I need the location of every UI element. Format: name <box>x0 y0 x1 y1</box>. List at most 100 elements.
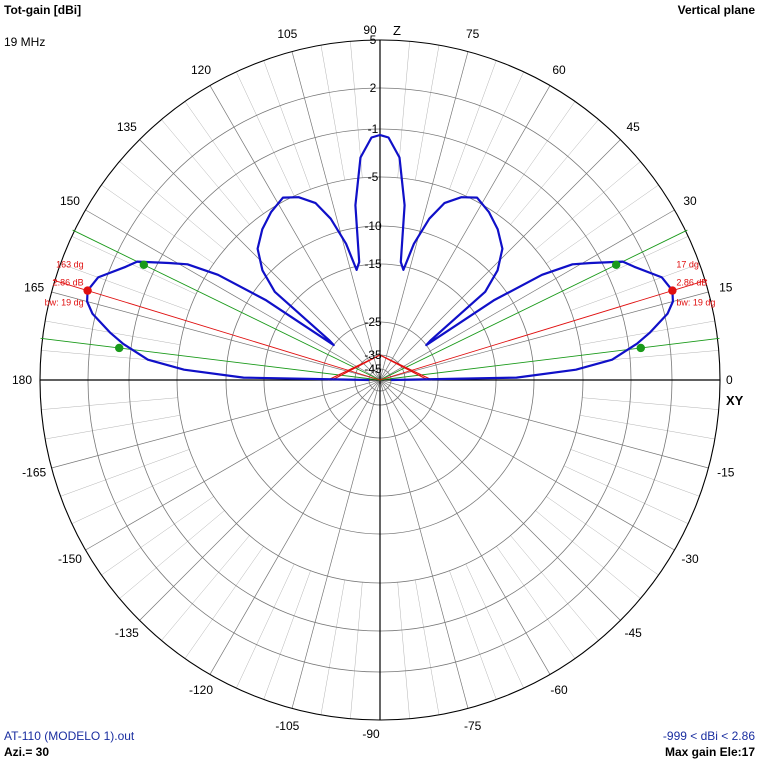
angle-tick-label: 135 <box>117 120 137 134</box>
scale-triangle-right <box>379 354 433 381</box>
max-gain-point <box>668 286 677 295</box>
frequency-label: 19 MHz <box>4 35 46 49</box>
max-gain-annotation: bw: 19 dg <box>676 298 715 308</box>
grid-fine-spoke <box>71 236 197 295</box>
angle-tick-label: -30 <box>681 552 699 566</box>
pattern-curve <box>85 133 675 382</box>
grid-fine-spoke <box>582 397 719 410</box>
grid-fine-spoke <box>41 397 178 410</box>
pattern-markers: 17 dg 2.86 dB bw: 19 dg 163 dg 2.86 dB bw: 19… <box>45 260 715 353</box>
ring-value-label: -15 <box>364 257 382 271</box>
max-gain-point <box>83 286 92 295</box>
radiation-pattern <box>85 133 675 382</box>
grid-fine-spoke <box>161 535 250 641</box>
max-gain-label: Max gain Ele:17 <box>664 745 755 759</box>
grid-fine-spoke <box>496 546 576 659</box>
angle-tick-label: 75 <box>466 27 480 41</box>
grid-fine-spoke <box>45 320 181 345</box>
grid-fine-spoke <box>415 45 440 181</box>
azimuth-label: Azi.= 30 <box>4 745 50 759</box>
max-gain-annotation: 2.86 dB <box>53 278 84 288</box>
angle-tick-label: -60 <box>550 683 568 697</box>
max-gain-annotation: 163 dg <box>56 260 84 270</box>
grid-fine-spoke <box>579 415 715 440</box>
beamwidth-line <box>379 229 688 381</box>
ring-value-label: -10 <box>364 219 382 233</box>
grid-fine-spoke <box>60 449 190 497</box>
chart-title: Tot-gain [dBi] <box>4 3 82 17</box>
plane-label: Vertical plane <box>677 3 755 17</box>
grid-fine-spoke <box>397 582 410 719</box>
grid-fine-spoke <box>563 236 689 295</box>
grid-fine-spoke <box>465 71 524 197</box>
angle-tick-label: 60 <box>552 63 566 77</box>
grid-fine-spoke <box>535 510 641 599</box>
beamwidth-point <box>115 343 124 353</box>
angle-tick-label: -15 <box>717 466 735 480</box>
beamwidth-guides <box>40 229 720 381</box>
angle-tick-label: -165 <box>22 466 46 480</box>
grid-fine-spoke <box>320 579 345 715</box>
beamwidth-line <box>72 229 381 381</box>
max-gain-annotation: bw: 19 dg <box>45 298 84 308</box>
beamwidth-line <box>40 337 381 381</box>
beamwidth-point <box>636 343 645 353</box>
grid-fine-spoke <box>320 45 345 181</box>
beamwidth-line <box>379 337 720 381</box>
ring-value-label: -35 <box>364 348 382 362</box>
grid-fine-spoke <box>570 449 700 497</box>
grid-fine-spoke <box>582 350 719 363</box>
grid-fine-spoke <box>60 263 190 311</box>
grid-fine-spoke <box>161 119 250 225</box>
grid-fine-spoke <box>415 579 440 715</box>
angle-tick-label: 15 <box>719 280 733 294</box>
ring-value-label: 2 <box>370 81 377 95</box>
angle-tick-label: -135 <box>115 626 139 640</box>
max-gain-annotation: 17 dg <box>676 260 699 270</box>
grid-fine-spoke <box>397 41 410 178</box>
angle-tick-label: 165 <box>24 280 44 294</box>
angle-tick-label: 45 <box>626 120 640 134</box>
grid-fine-spoke <box>119 161 225 250</box>
grid-fine-spoke <box>350 582 363 719</box>
grid-fine-spoke <box>263 60 311 190</box>
angle-tick-label: 0 <box>726 373 733 387</box>
angle-tick-label: -75 <box>464 719 482 733</box>
grid-fine-spoke <box>101 184 214 264</box>
ring-value-label: 5 <box>370 33 377 47</box>
grid-fine-spoke <box>71 465 197 524</box>
angle-tick-label: 30 <box>683 194 697 208</box>
grid-fine-spoke <box>546 184 659 264</box>
angle-tick-label: 180 <box>12 373 32 387</box>
file-name: AT-110 (MODELO 1).out <box>4 729 135 743</box>
beamwidth-point <box>611 260 621 270</box>
grid-fine-spoke <box>546 496 659 576</box>
grid-fine-spoke <box>184 546 264 659</box>
angle-tick-label: -150 <box>58 552 82 566</box>
angle-tick-label: 90 <box>363 23 377 37</box>
ring-value-label: -1 <box>368 122 379 136</box>
angle-tick-label: 120 <box>191 63 211 77</box>
angle-tick-label: -45 <box>624 626 642 640</box>
max-gain-annotation: 2.86 dB <box>676 278 707 288</box>
grid-fine-spoke <box>41 350 178 363</box>
grid-fine-spoke <box>465 563 524 689</box>
angle-tick-label: -90 <box>362 727 380 741</box>
angle-tick-label: 105 <box>277 27 297 41</box>
grid-fine-spoke <box>579 320 715 345</box>
ring-value-label: -5 <box>368 170 379 184</box>
grid-fine-spoke <box>184 101 264 214</box>
ring-value-label: -45 <box>364 362 382 376</box>
chart-labels: 0153045607590105120135150165180-15-30-45… <box>12 23 744 741</box>
grid-fine-spoke <box>101 496 214 576</box>
grid-fine-spoke <box>236 563 295 689</box>
grid-fine-spoke <box>449 570 497 700</box>
z-axis-label: Z <box>393 23 401 38</box>
grid-fine-spoke <box>449 60 497 190</box>
grid-fine-spoke <box>510 535 599 641</box>
grid-fine-spoke <box>236 71 295 197</box>
max-gain-line <box>52 279 381 381</box>
grid-fine-spoke <box>496 101 576 214</box>
grid-fine-spoke <box>570 263 700 311</box>
